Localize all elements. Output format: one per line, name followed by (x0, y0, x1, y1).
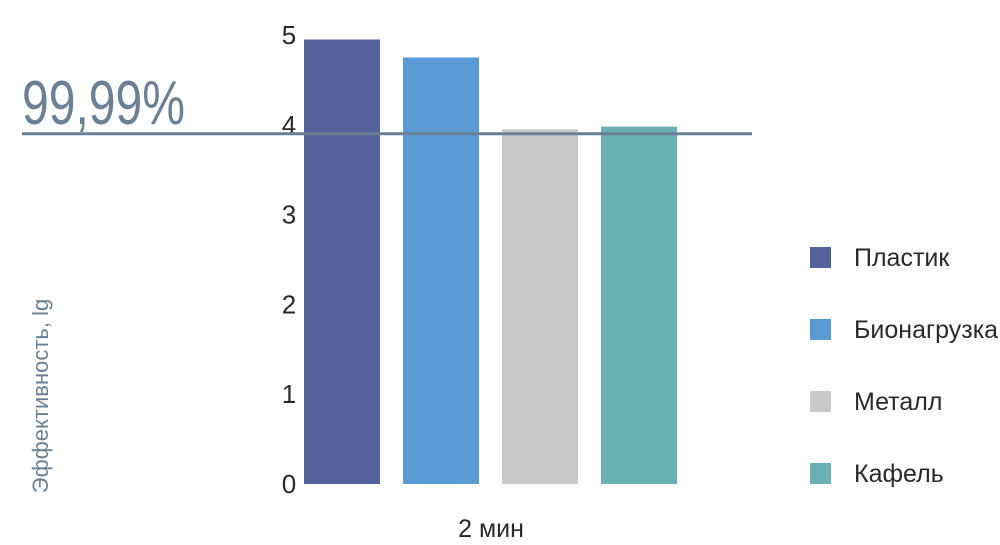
legend-swatch (810, 319, 831, 340)
bar (502, 129, 578, 485)
y-tick-label: 0 (282, 469, 296, 499)
legend: Пластик Бионагрузка Металл Кафель (810, 244, 998, 488)
bar (601, 126, 677, 484)
reference-line-label: 99,99% (22, 69, 185, 138)
bar (403, 57, 479, 484)
legend-swatch (810, 391, 831, 412)
legend-swatch (810, 247, 831, 268)
y-tick-label: 5 (282, 20, 296, 50)
reference-line-group: 99,99% (22, 69, 752, 138)
y-axis-label: Эффективность, lg (28, 299, 53, 493)
legend-label: Бионагрузка (854, 316, 998, 344)
y-tick-label: 2 (282, 289, 296, 319)
bar (304, 39, 380, 485)
y-tick-label: 1 (282, 379, 296, 409)
legend-swatch (810, 463, 831, 484)
y-tick-label: 4 (282, 110, 296, 140)
legend-label: Металл (854, 388, 942, 416)
x-axis-label: 2 мин (458, 515, 524, 543)
y-axis-ticks: 0 1 2 3 4 5 (282, 20, 296, 499)
y-tick-label: 3 (282, 200, 296, 230)
bars (304, 39, 677, 485)
legend-label: Пластик (854, 244, 950, 272)
legend-label: Кафель (854, 460, 944, 488)
